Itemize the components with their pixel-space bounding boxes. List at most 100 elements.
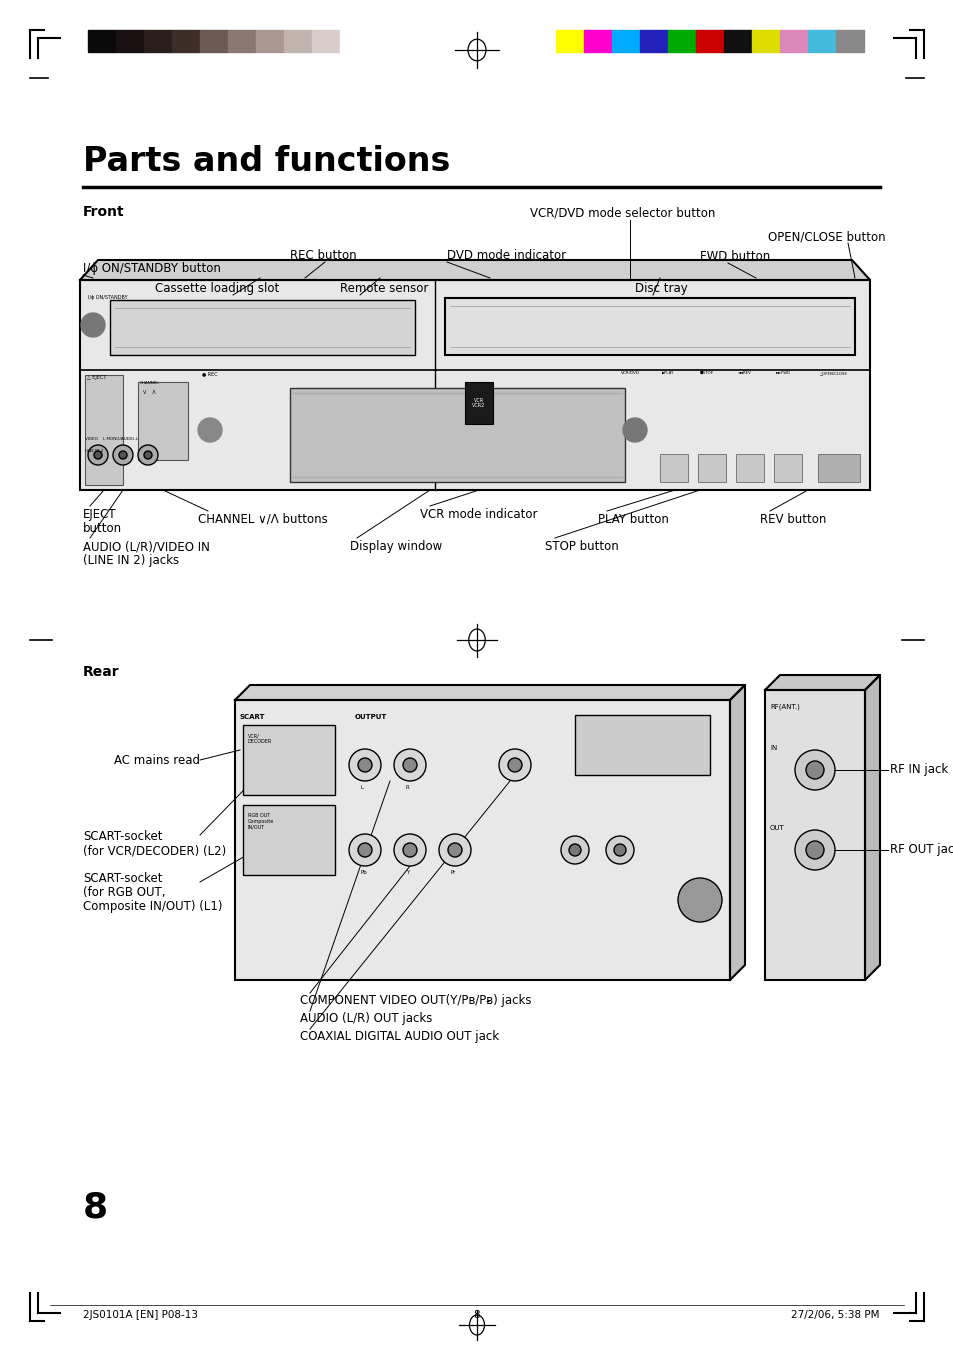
- Circle shape: [119, 451, 127, 459]
- Text: SCART-socket: SCART-socket: [83, 871, 162, 885]
- Text: COAXIAL DIGITAL AUDIO OUT jack: COAXIAL DIGITAL AUDIO OUT jack: [299, 1029, 498, 1043]
- Circle shape: [560, 836, 588, 865]
- Circle shape: [805, 761, 823, 780]
- Text: Composite IN/OUT) (L1): Composite IN/OUT) (L1): [83, 900, 222, 913]
- Text: RF(ANT.): RF(ANT.): [769, 704, 799, 711]
- Text: ►►FWD: ►►FWD: [775, 372, 790, 376]
- Circle shape: [438, 834, 471, 866]
- Bar: [751, 30, 780, 51]
- Text: R: R: [406, 785, 410, 790]
- Bar: [773, 454, 801, 482]
- Bar: [583, 30, 612, 51]
- Text: STOP button: STOP button: [544, 540, 618, 553]
- Circle shape: [138, 444, 158, 465]
- Text: AUDIO (L/R) OUT jacks: AUDIO (L/R) OUT jacks: [299, 1012, 432, 1025]
- Bar: [85, 376, 123, 485]
- Bar: [284, 30, 312, 51]
- Text: Cassette loading slot: Cassette loading slot: [154, 282, 279, 295]
- Text: AUDIO (L/R)/VIDEO IN: AUDIO (L/R)/VIDEO IN: [83, 540, 210, 553]
- Circle shape: [568, 844, 580, 857]
- Bar: [659, 454, 687, 482]
- Text: L: L: [360, 785, 364, 790]
- Bar: [243, 805, 335, 875]
- Bar: [80, 280, 869, 490]
- Text: SCART-socket: SCART-socket: [83, 830, 162, 843]
- Bar: [88, 30, 116, 51]
- Polygon shape: [864, 676, 879, 979]
- Circle shape: [794, 830, 834, 870]
- Circle shape: [394, 748, 426, 781]
- Bar: [243, 725, 335, 794]
- Text: RF IN jack: RF IN jack: [889, 763, 947, 777]
- Bar: [807, 30, 835, 51]
- Circle shape: [81, 313, 105, 336]
- Text: 8: 8: [474, 1310, 479, 1320]
- Circle shape: [805, 842, 823, 859]
- Polygon shape: [80, 259, 869, 280]
- Polygon shape: [234, 685, 744, 700]
- Bar: [735, 454, 763, 482]
- Text: Remote sensor: Remote sensor: [339, 282, 428, 295]
- Text: RGB OUT
Composite
IN/OUT: RGB OUT Composite IN/OUT: [248, 813, 274, 830]
- Text: ◄◄REV: ◄◄REV: [738, 372, 751, 376]
- Bar: [835, 30, 863, 51]
- Bar: [698, 454, 725, 482]
- Circle shape: [357, 758, 372, 771]
- Text: PLAY button: PLAY button: [598, 513, 668, 526]
- Circle shape: [678, 878, 721, 921]
- Bar: [764, 690, 864, 979]
- Text: (for RGB OUT,: (for RGB OUT,: [83, 886, 165, 898]
- Text: VCR/DVD: VCR/DVD: [620, 372, 639, 376]
- Text: IN: IN: [769, 744, 777, 751]
- Text: ■STOP: ■STOP: [700, 372, 713, 376]
- Text: Disc tray: Disc tray: [635, 282, 687, 295]
- Bar: [817, 454, 859, 482]
- Text: 8: 8: [83, 1190, 108, 1224]
- Text: OPEN/CLOSE button: OPEN/CLOSE button: [767, 230, 884, 243]
- Text: ● REC: ● REC: [202, 372, 217, 376]
- Bar: [556, 30, 583, 51]
- Bar: [290, 388, 624, 482]
- Text: CHANNEL: CHANNEL: [140, 381, 159, 385]
- Text: EJECT: EJECT: [83, 508, 116, 521]
- Circle shape: [94, 451, 102, 459]
- Text: VCR/
DECODER: VCR/ DECODER: [248, 734, 272, 744]
- Text: Y: Y: [406, 870, 409, 875]
- Circle shape: [357, 843, 372, 857]
- Circle shape: [198, 417, 222, 442]
- Text: VIDEO    L MONO/AUDIO-L: VIDEO L MONO/AUDIO-L: [85, 436, 138, 440]
- Circle shape: [88, 444, 108, 465]
- Circle shape: [614, 844, 625, 857]
- Text: 2JS0101A [EN] P08-13: 2JS0101A [EN] P08-13: [83, 1310, 198, 1320]
- Text: FWD button: FWD button: [700, 250, 769, 263]
- Text: (for VCR/DECODER) (L2): (for VCR/DECODER) (L2): [83, 844, 226, 857]
- Text: Parts and functions: Parts and functions: [83, 145, 450, 178]
- Bar: [144, 30, 172, 51]
- Text: button: button: [83, 521, 122, 535]
- Text: OUTPUT: OUTPUT: [355, 713, 387, 720]
- Text: REV button: REV button: [760, 513, 825, 526]
- Bar: [172, 30, 200, 51]
- Text: VCR
VCR2: VCR VCR2: [472, 397, 485, 408]
- Text: 27/2/06, 5:38 PM: 27/2/06, 5:38 PM: [791, 1310, 879, 1320]
- Bar: [696, 30, 723, 51]
- Text: △ EJECT: △ EJECT: [87, 376, 107, 380]
- Text: DVD mode indicator: DVD mode indicator: [447, 249, 565, 262]
- Bar: [780, 30, 807, 51]
- Text: △OPEN/CLOSE: △OPEN/CLOSE: [820, 372, 847, 376]
- Text: (LINE IN 2) jacks: (LINE IN 2) jacks: [83, 554, 179, 567]
- Text: VCR mode indicator: VCR mode indicator: [419, 508, 537, 521]
- Text: VCR/DVD mode selector button: VCR/DVD mode selector button: [530, 207, 715, 220]
- Text: ▶PLAY: ▶PLAY: [661, 372, 674, 376]
- Circle shape: [622, 417, 646, 442]
- Bar: [116, 30, 144, 51]
- Circle shape: [349, 834, 380, 866]
- Text: LINE IN 2: LINE IN 2: [85, 449, 103, 453]
- Circle shape: [394, 834, 426, 866]
- Circle shape: [507, 758, 521, 771]
- Text: Pr: Pr: [451, 870, 456, 875]
- Text: SCART: SCART: [240, 713, 265, 720]
- Bar: [228, 30, 255, 51]
- Bar: [444, 299, 854, 355]
- Circle shape: [605, 836, 634, 865]
